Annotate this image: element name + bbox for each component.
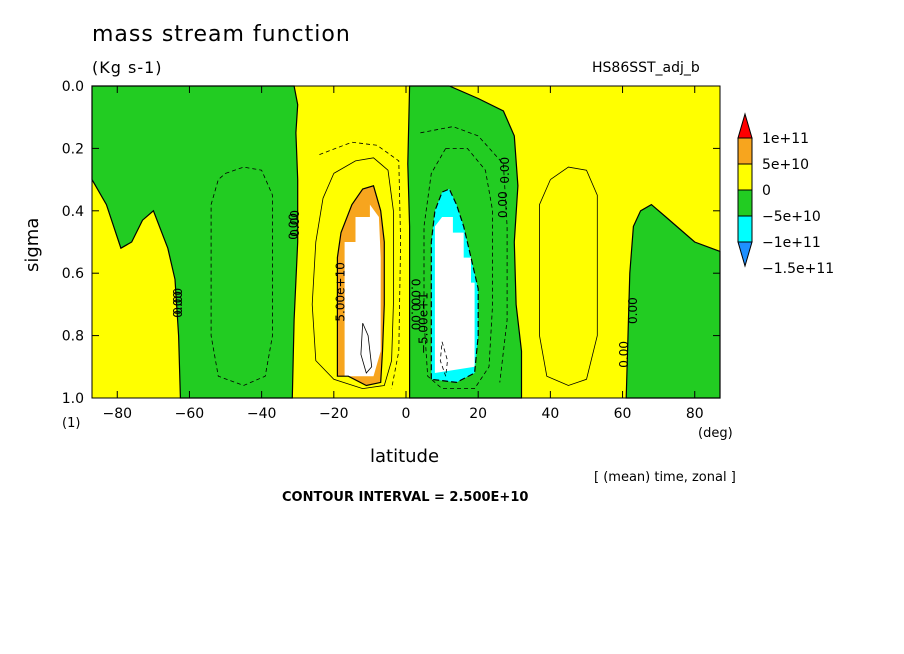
- filled-regions: [91, 85, 721, 399]
- colorbar-swatch-4: [737, 215, 753, 243]
- contour-north-core-diamond: [439, 341, 448, 377]
- x-tick-label-7: 60: [614, 406, 632, 422]
- contour-north-ferrel-solid: [539, 166, 598, 386]
- axis-ticks: −80 −60 −40 −20 0 20 40 60 80 0.0 0.2 0.4 0.6 0.8 1.0: [62, 79, 720, 422]
- contour-interval: CONTOUR INTERVAL = 2.500E+10: [282, 490, 529, 505]
- x-tick-label-4: 0: [402, 406, 411, 422]
- contour-north-hadley-cyan: [430, 188, 479, 384]
- contour-label-9: 0.00: [498, 157, 512, 184]
- averaging-note: [ (mean) time, zonal ]: [594, 470, 736, 485]
- contour-label-2: 0.00: [287, 213, 301, 240]
- y-tick-label-3: 0.6: [62, 266, 84, 282]
- region-north-polar-negative: [626, 204, 720, 398]
- colorbar-label-5: −1.5e+11: [762, 261, 834, 277]
- x-tick-label-1: −60: [175, 406, 205, 422]
- zero-contour-south-negative-cell: [91, 85, 299, 399]
- contour-north-hadley-outer-dashed: [420, 126, 508, 383]
- x-tick-label-3: −20: [319, 406, 349, 422]
- colorbar-label-4: −1e+11: [762, 235, 821, 251]
- y-axis-label: sigma: [22, 217, 43, 272]
- y-tick-label-2: 0.4: [62, 204, 84, 220]
- x-tick-label-2: −40: [247, 406, 277, 422]
- colorbar-label-2: 0: [762, 183, 771, 199]
- y-tick-label-5: 1.0: [62, 391, 84, 407]
- region-north-hadley-core: [434, 217, 475, 373]
- colorbar-label-3: −5e+10: [762, 209, 821, 225]
- contour-label-1: 0.00: [171, 291, 185, 318]
- y-tick-label-1: 0.2: [62, 141, 84, 157]
- contour-label-5: 0.00: [408, 279, 422, 306]
- contour-label-4: 5.00e+10: [334, 262, 348, 321]
- colorbar-label-0: 1e+11: [762, 131, 809, 147]
- y-axis-unit: (1): [62, 416, 81, 431]
- contour-south-core-diamond: [360, 322, 373, 374]
- colorbar-label-1: 5e+10: [762, 157, 809, 173]
- contour-south-hadley-orange: [336, 185, 385, 387]
- y-tick-label-4: 0.8: [62, 329, 84, 345]
- x-tick-label-5: 20: [469, 406, 487, 422]
- colorbar-swatch-top: [737, 112, 753, 139]
- contour-south-hadley-inner: [311, 157, 394, 390]
- x-axis-unit: (deg): [698, 426, 733, 441]
- colorbar-swatch-bottom: [737, 241, 753, 268]
- x-tick-label-0: −80: [102, 406, 132, 422]
- contour-label-11: 0.00: [626, 297, 640, 324]
- contour-labels: 0.000.000.000.005.00e+10 0.000.00−5.00e+1…: [171, 157, 640, 368]
- y-tick-label-0: 0.0: [62, 79, 84, 95]
- contour-label-8: 0.00: [496, 191, 510, 218]
- contour-lines: [210, 126, 598, 390]
- zero-contour-north-hadley-negative: [407, 85, 523, 399]
- contour-label-6: 0.00: [408, 304, 422, 331]
- contour-south-hadley-dashed: [319, 141, 402, 389]
- region-south-polar-positive: [92, 179, 181, 398]
- x-tick-label-6: 40: [541, 406, 559, 422]
- chart-units: (Kg s-1): [92, 58, 163, 77]
- x-tick-label-8: 80: [686, 406, 704, 422]
- colorbar-swatch-2: [737, 163, 753, 191]
- contour-north-hadley-inner-dashed: [423, 147, 494, 390]
- region-south-hadley-core: [344, 204, 381, 377]
- chart-title: mass stream function: [92, 22, 351, 47]
- contour-label-0: 0.00: [171, 288, 185, 315]
- colorbar-swatch-1: [737, 137, 753, 165]
- run-name: HS86SST_adj_b: [592, 60, 700, 76]
- contour-label-10: 0.00: [617, 341, 631, 368]
- colorbar: 1e+11 5e+10 0 −5e+10 −1e+11 −1.5e+11: [737, 112, 834, 277]
- colorbar-swatch-3: [737, 189, 753, 217]
- contour-label-3: 0.00: [288, 210, 302, 237]
- x-axis-label: latitude: [370, 446, 440, 467]
- contour-label-7: −5.00e+1: [417, 292, 431, 354]
- region-south-negative-cell: [92, 86, 298, 398]
